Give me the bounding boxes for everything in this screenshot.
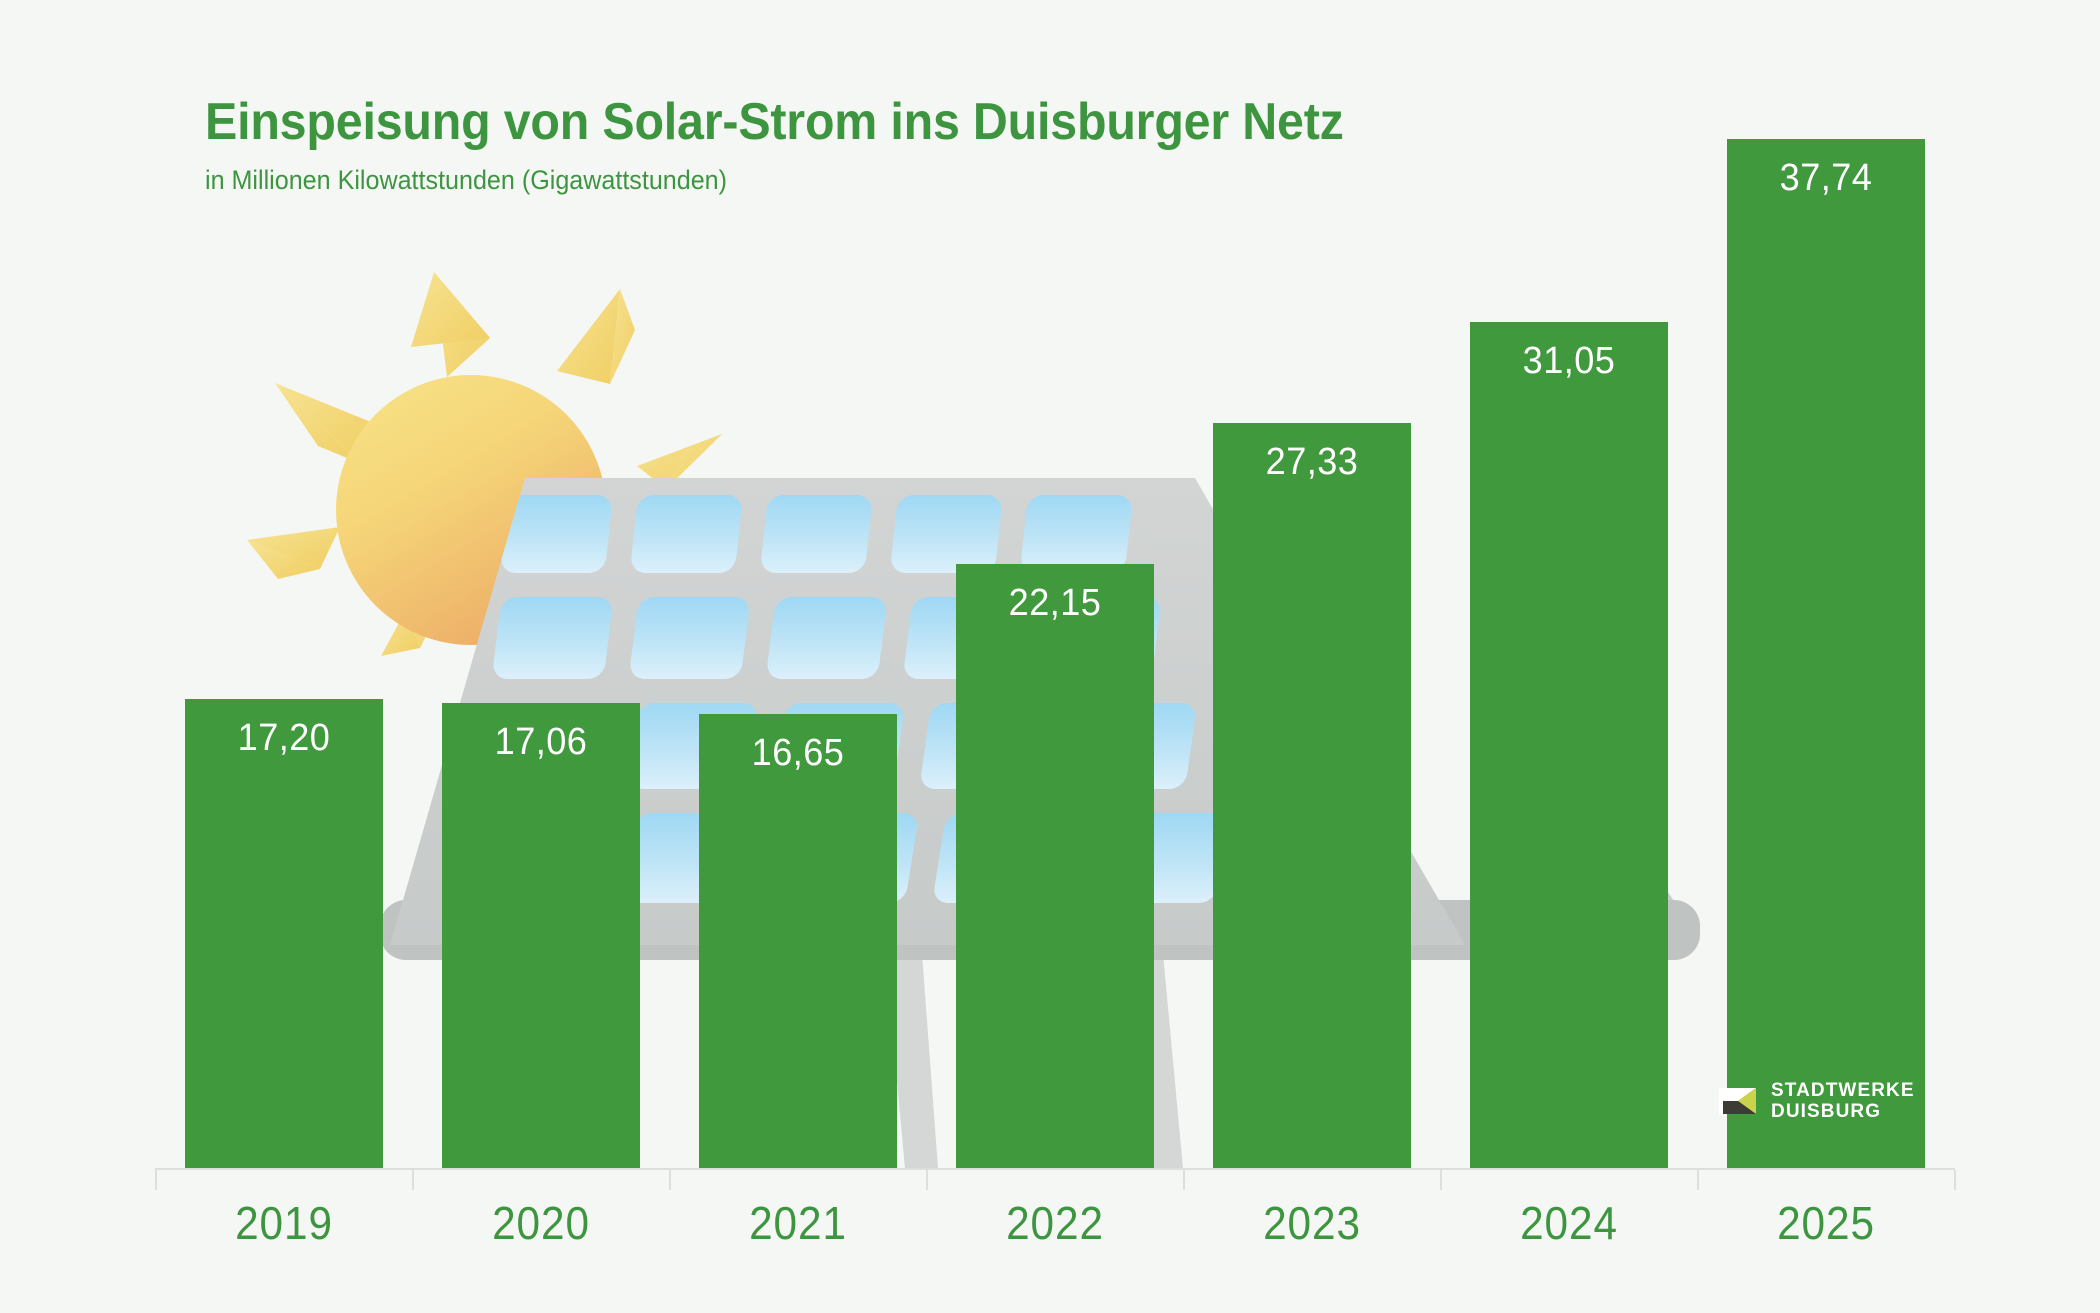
bar-2019[interactable]: 17,20 xyxy=(185,699,383,1168)
chart-subtitle: in Millionen Kilowattstunden (Gigawattst… xyxy=(205,165,728,195)
axis-tick xyxy=(1440,1170,1442,1190)
x-tick-label-2021: 2021 xyxy=(749,1197,847,1249)
x-tick-label-2024: 2024 xyxy=(1520,1197,1618,1249)
x-tick-label-2023: 2023 xyxy=(1263,1197,1361,1249)
bar-value-label: 27,33 xyxy=(1265,441,1359,483)
bar-value-label: 22,15 xyxy=(1008,582,1102,624)
bar-value-label: 16,65 xyxy=(751,732,845,774)
stadtwerke-duisburg-logo: STADTWERKE DUISBURG xyxy=(1718,1080,1915,1123)
axis-tick xyxy=(926,1170,928,1190)
bar-2025[interactable]: 37,74 xyxy=(1727,139,1925,1168)
bar-2022[interactable]: 22,15 xyxy=(956,564,1154,1168)
bar-2024[interactable]: 31,05 xyxy=(1470,322,1668,1168)
x-tick-label-2025: 2025 xyxy=(1777,1197,1875,1249)
axis-tick xyxy=(1697,1170,1699,1190)
axis-tick xyxy=(1183,1170,1185,1190)
bar-2023[interactable]: 27,33 xyxy=(1213,423,1411,1168)
page-title: Einspeisung von Solar-Strom ins Duisburg… xyxy=(205,93,1344,151)
bar-value-label: 17,06 xyxy=(494,721,588,763)
bar-2021[interactable]: 16,65 xyxy=(699,714,897,1168)
axis-tick xyxy=(412,1170,414,1190)
bar-value-label: 37,74 xyxy=(1779,157,1873,199)
chart-header: Einspeisung von Solar-Strom ins Duisburg… xyxy=(205,96,1429,194)
x-tick-label-2022: 2022 xyxy=(1006,1197,1104,1249)
x-axis-line xyxy=(155,1168,1955,1170)
bar-value-label: 17,20 xyxy=(237,717,331,759)
x-tick-label-2019: 2019 xyxy=(235,1197,333,1249)
axis-tick xyxy=(155,1170,157,1190)
logo-line-2: DUISBURG xyxy=(1771,1101,1882,1123)
flag-icon xyxy=(1719,1088,1756,1117)
logo-line-1: STADTWERKE xyxy=(1771,1080,1915,1101)
x-tick-label-2020: 2020 xyxy=(492,1197,590,1249)
bar-value-label: 31,05 xyxy=(1522,340,1616,382)
axis-tick xyxy=(1954,1170,1956,1190)
logo-wordmark: STADTWERKE DUISBURG xyxy=(1771,1080,1915,1123)
axis-tick xyxy=(669,1170,671,1190)
bar-2020[interactable]: 17,06 xyxy=(442,703,640,1168)
